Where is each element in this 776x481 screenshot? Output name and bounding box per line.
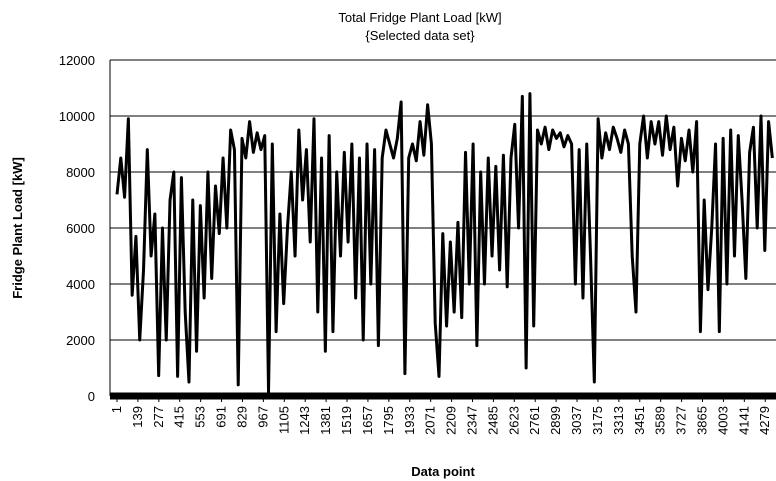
x-tick-label: 829 [234,406,249,428]
x-tick-label: 1657 [360,406,375,435]
x-tick-label: 1 [109,406,124,413]
x-axis-label: Data point [411,464,475,479]
chart-title: Total Fridge Plant Load [kW] [338,10,501,25]
y-tick-label: 8000 [66,165,95,180]
y-tick-label: 10000 [59,109,95,124]
x-tick-label: 3451 [632,406,647,435]
x-tick-label: 3865 [695,406,710,435]
y-tick-label: 2000 [66,333,95,348]
x-tick-label: 2623 [506,406,521,435]
x-tick-label: 2347 [464,406,479,435]
y-tick-label: 12000 [59,53,95,68]
chart-subtitle: {Selected data set} [365,28,475,43]
x-tick-label: 1933 [402,406,417,435]
data-line [115,92,774,394]
x-tick-label: 3037 [569,406,584,435]
x-tick-label: 2899 [548,406,563,435]
x-tick-label: 1795 [381,406,396,435]
x-tick-label: 277 [151,406,166,428]
x-tick-label: 691 [214,406,229,428]
x-tick-label: 4003 [715,406,730,435]
y-tick-label: 4000 [66,277,95,292]
y-tick-label: 0 [88,389,95,404]
x-tick-label: 3589 [653,406,668,435]
x-tick-label: 3313 [611,406,626,435]
x-tick-label: 4279 [757,406,772,435]
x-tick-label: 2071 [423,406,438,435]
x-tick-label: 967 [255,406,270,428]
x-tick-label: 553 [193,406,208,428]
x-tick-label: 1519 [339,406,354,435]
x-tick-label: 4141 [736,406,751,435]
x-tick-label: 1105 [276,406,291,434]
x-tick-label: 2485 [485,406,500,435]
x-tick-label: 1243 [297,406,312,435]
y-tick-label: 6000 [66,221,95,236]
x-tick-label: 2761 [527,406,542,435]
x-tick-label: 139 [130,406,145,428]
x-tick-label: 2209 [444,406,459,435]
x-tick-label: 1381 [318,406,333,435]
x-tick-label: 3727 [674,406,689,435]
y-axis-label: Fridge Plant Load [kW] [10,157,25,299]
x-tick-label: 415 [172,406,187,428]
x-tick-label: 3175 [590,406,605,435]
